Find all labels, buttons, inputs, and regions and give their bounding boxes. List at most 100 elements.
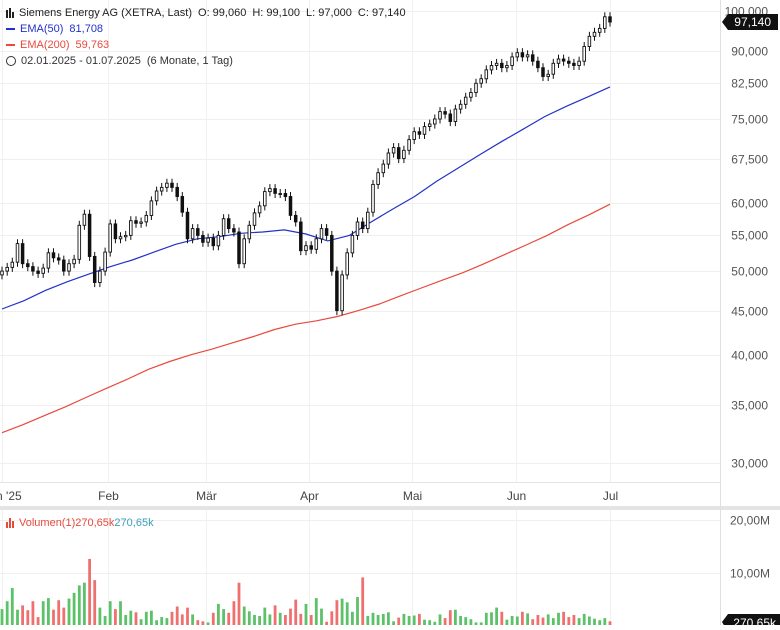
candle [520, 48, 525, 62]
y-tick-label: 67,500 [731, 153, 768, 167]
candle [371, 179, 375, 217]
candle-body [134, 220, 138, 224]
candle [366, 207, 370, 234]
candle [41, 263, 45, 278]
volume-bar [551, 618, 555, 625]
volume-bar [278, 612, 282, 625]
candle [309, 241, 313, 254]
candle [196, 224, 200, 240]
candle-body [330, 234, 334, 272]
candle [324, 224, 329, 240]
candle [82, 209, 87, 230]
x-tick-label: Jun [507, 489, 526, 503]
x-tick-label: Jul [603, 489, 618, 503]
candle-body [479, 78, 483, 84]
volume-bar [160, 617, 164, 625]
volume-bar [510, 616, 514, 625]
volume-bar [603, 618, 607, 625]
y-tick-label: 75,000 [731, 113, 768, 127]
volume-bar [263, 607, 267, 625]
candle [278, 189, 282, 198]
volume-bar [273, 605, 277, 625]
volume-bar [387, 612, 390, 625]
candle-body [376, 172, 380, 185]
volume-bar [588, 616, 591, 625]
volume-bar [211, 612, 215, 625]
volume-bar [376, 615, 380, 625]
candle-body [268, 188, 272, 193]
volume-value-teal: 270,65k [114, 517, 154, 529]
volume-bar [10, 588, 14, 625]
volume-bar [515, 616, 519, 625]
candle-body [293, 214, 298, 223]
volume-bar [62, 607, 66, 625]
volume-bar [423, 619, 426, 625]
candle-body [283, 193, 288, 198]
candle [216, 230, 221, 251]
volume-bar [428, 620, 432, 625]
candle-body [360, 221, 365, 230]
volume-bar [247, 611, 251, 625]
candle [556, 54, 561, 68]
legend-ema200-row: EMA(200) 59,763 [6, 37, 406, 53]
candle-body [567, 60, 571, 64]
candle-body [56, 257, 61, 261]
ema50-label: EMA(50) [20, 23, 64, 35]
volume-bar [52, 609, 55, 625]
candle-body [603, 16, 607, 29]
legend-range-row: 02.01.2025 - 01.07.2025 (6 Monate, 1 Tag… [6, 53, 406, 69]
candle [469, 88, 473, 102]
candle-body [118, 236, 123, 240]
volume-bar [201, 621, 205, 625]
candle-body [201, 234, 205, 243]
candle [597, 23, 602, 37]
candle-body [36, 270, 40, 274]
volume-grid-lines [0, 510, 720, 625]
period-label: (6 Monate, 1 Tag) [146, 55, 233, 67]
candle-body [67, 263, 71, 272]
candle [113, 219, 118, 244]
candle-body [221, 218, 226, 236]
candle-body [355, 221, 360, 236]
volume-bar [448, 610, 452, 625]
candle-body [159, 186, 164, 192]
volume-bar [191, 614, 194, 625]
candle [546, 69, 550, 81]
volume-bar [83, 582, 86, 625]
candle [149, 196, 154, 220]
candle-body [572, 62, 576, 66]
candle-body [556, 58, 561, 64]
y-tick-label: 35,000 [731, 399, 768, 413]
volume-bar [356, 597, 359, 625]
volume-bar [351, 611, 354, 625]
candle [26, 259, 30, 272]
volume-bar [371, 612, 375, 625]
volume-tick-label: 10,00M [730, 567, 770, 581]
candle-body [216, 234, 221, 247]
candle-body [463, 96, 468, 105]
candle [494, 58, 499, 70]
volume-last-label: 270,65k [733, 616, 777, 625]
candle [515, 48, 520, 62]
candle-body [257, 205, 262, 214]
volume-bar [345, 602, 349, 625]
volume-bar [98, 607, 102, 625]
candle [489, 61, 494, 75]
candle-body [144, 214, 149, 223]
candle-body [242, 238, 246, 265]
candle-body [340, 274, 344, 312]
candle-body [185, 211, 190, 240]
volume-bar [526, 613, 529, 625]
candle-body [165, 182, 169, 188]
candle [201, 230, 205, 247]
candle [355, 217, 360, 240]
volume-bar [484, 612, 488, 625]
candle [314, 234, 319, 254]
candle-body [51, 252, 56, 259]
candle [299, 217, 303, 256]
volume-bar [541, 617, 545, 625]
candle [319, 224, 324, 244]
volume-bar [330, 611, 334, 625]
